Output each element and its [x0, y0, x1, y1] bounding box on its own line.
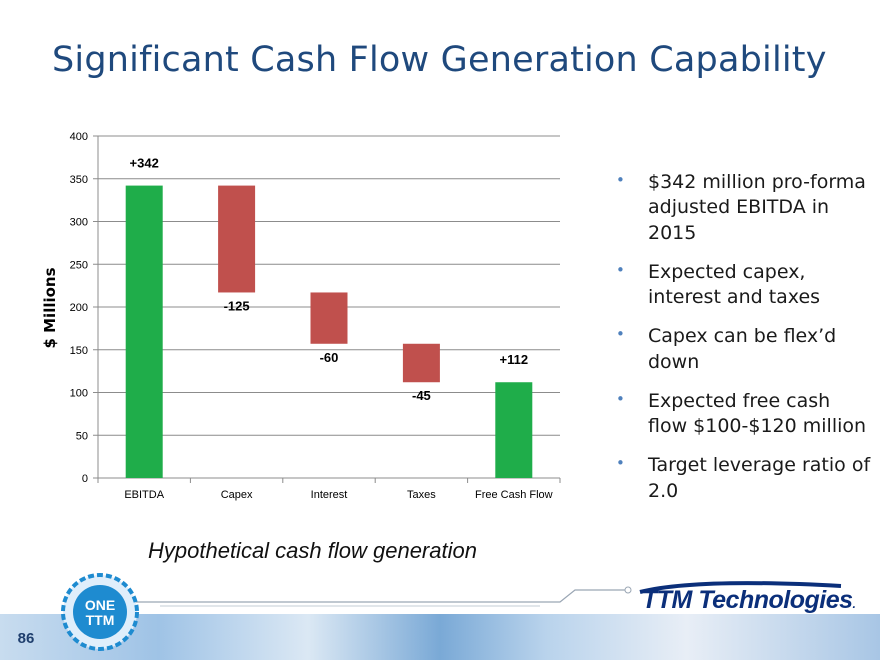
- bullet-list: • $342 million pro-forma adjusted EBITDA …: [612, 170, 874, 518]
- y-tick-label: 0: [82, 473, 88, 485]
- one-ttm-logo-icon: ONE TTM: [61, 573, 139, 651]
- y-tick-label: 50: [76, 430, 88, 442]
- bullet-text: $342 million pro-forma adjusted EBITDA i…: [648, 171, 866, 244]
- data-label: +112: [500, 352, 529, 367]
- data-label: +342: [130, 156, 159, 171]
- y-tick-label: 100: [70, 388, 88, 400]
- logo-line2: TTM: [86, 612, 115, 628]
- chart-caption: Hypothetical cash flow generation: [148, 538, 477, 563]
- brand-mark: .: [852, 597, 856, 611]
- y-tick-label: 150: [70, 345, 88, 357]
- brand-name: TTM Technologies: [642, 586, 853, 614]
- x-tick-label: EBITDA: [124, 489, 164, 501]
- bullet-item: • Expected free cash flow $100-$120 milli…: [612, 389, 874, 440]
- bullet-text: Expected capex, interest and taxes: [648, 260, 821, 309]
- bullet-item: • Target leverage ratio of 2.0: [612, 453, 874, 504]
- y-tick-label: 400: [70, 131, 88, 143]
- logo-line1: ONE: [85, 597, 115, 613]
- brand-swoosh-icon: [639, 581, 842, 594]
- x-tick-label: Interest: [311, 489, 348, 501]
- bar-capex: [218, 185, 256, 293]
- bullet-dot-icon: •: [616, 325, 625, 344]
- chart-axes: 0 50 100 150 200 250 300 350 400 EBITDA Capex Inter…: [70, 131, 561, 501]
- bullet-dot-icon: •: [616, 260, 625, 279]
- x-tick-label: Taxes: [407, 489, 436, 501]
- y-tick-label: 300: [70, 217, 88, 229]
- bullet-text: Target leverage ratio of 2.0: [648, 454, 871, 502]
- data-label: -125: [224, 298, 250, 313]
- bullet-text: Capex can be flex’d down: [648, 325, 837, 373]
- bar-ebitda: [125, 185, 163, 478]
- circuit-decoration-icon: [120, 586, 632, 607]
- bullet-text: Expected free cash flow $100-$120 millio…: [648, 389, 867, 438]
- bullet-item: • Expected capex, interest and taxes: [612, 260, 874, 311]
- brand-logo: TTM Technologies.: [642, 586, 862, 615]
- y-axis-label: $ Millions: [41, 267, 59, 348]
- data-label: -60: [320, 350, 339, 365]
- bar-interest: [310, 292, 348, 344]
- chart-bars: [125, 185, 533, 478]
- y-tick-label: 350: [70, 174, 88, 186]
- x-tick-label: Free Cash Flow: [475, 489, 553, 501]
- bar-free-cash-flow: [495, 382, 533, 478]
- y-tick-label: 200: [70, 302, 88, 314]
- waterfall-chart: 0 50 100 150 200 250 300 350 400 EBITDA Capex Inter…: [41, 131, 561, 501]
- bar-taxes: [402, 343, 440, 383]
- bullet-dot-icon: •: [616, 171, 625, 189]
- footer-banner: [0, 614, 880, 660]
- data-label: -45: [412, 388, 431, 403]
- y-tick-label: 250: [70, 259, 88, 271]
- chart-data-labels: +342 -125 -60 -45 +112: [130, 156, 529, 404]
- bullet-item: • Capex can be flex’d down: [612, 324, 874, 375]
- page-number: 86: [17, 630, 35, 647]
- bullet-dot-icon: •: [616, 389, 625, 408]
- x-tick-label: Capex: [221, 489, 253, 501]
- bullet-item: • $342 million pro-forma adjusted EBITDA …: [612, 170, 874, 246]
- bullet-dot-icon: •: [616, 454, 625, 473]
- page-title: Significant Cash Flow Generation Capabil…: [52, 40, 827, 80]
